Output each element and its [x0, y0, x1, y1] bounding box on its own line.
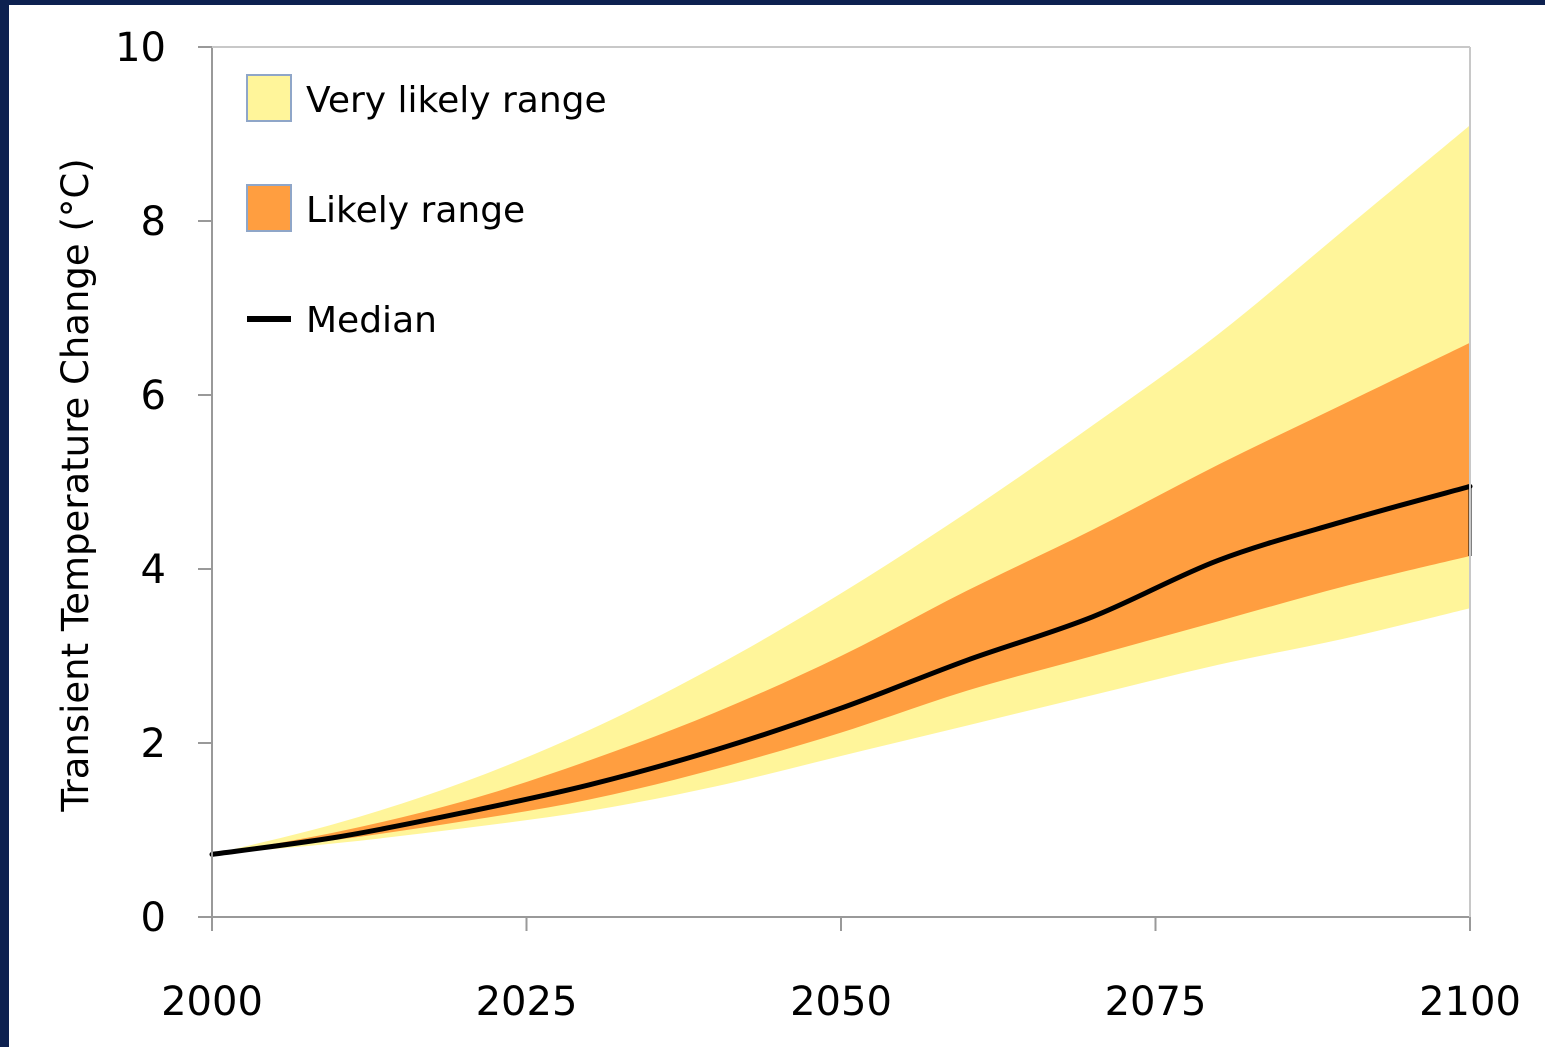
- legend-swatch-very-likely-range: [246, 74, 292, 122]
- y-axis-ticks: 0 2 4 6 8 10: [115, 25, 212, 941]
- x-tick-label: 2025: [476, 979, 578, 1025]
- likely-range-band: [212, 342, 1470, 855]
- range-bands: [212, 125, 1470, 855]
- very-likely-range-band: [212, 125, 1470, 855]
- y-axis-title: Transient Temperature Change (°C): [54, 158, 97, 812]
- axes: [211, 46, 1471, 918]
- x-tick-label: 2050: [790, 979, 892, 1025]
- x-tick-label: 2000: [161, 979, 263, 1025]
- x-tick-label: 2100: [1419, 979, 1521, 1025]
- y-tick-label: 4: [141, 547, 166, 593]
- legend-label-likely-range: Likely range: [306, 190, 525, 231]
- legend-swatch-likely-range: [246, 184, 292, 232]
- y-tick-label: 8: [141, 199, 166, 245]
- median-line: [209, 483, 1473, 857]
- x-tick-label: 2075: [1105, 979, 1207, 1025]
- legend: Very likely range Likely range Median: [246, 74, 607, 341]
- x-axis-ticks: 2000 2025 2050 2075 2100: [161, 917, 1521, 1025]
- y-tick-label: 10: [115, 25, 166, 71]
- y-tick-label: 0: [141, 895, 166, 941]
- y-tick-label: 6: [141, 373, 166, 419]
- y-tick-label: 2: [141, 721, 166, 767]
- legend-label-median: Median: [306, 300, 437, 341]
- legend-label-very-likely-range: Very likely range: [306, 80, 607, 121]
